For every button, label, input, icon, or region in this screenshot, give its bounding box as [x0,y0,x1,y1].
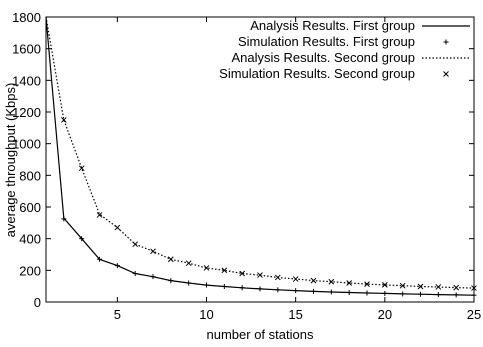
legend-label: Simulation Results. First group [238,34,415,49]
data-point-plus [79,236,85,242]
data-point-plus [61,216,67,222]
data-point-x [274,274,281,281]
data-point-plus [114,263,120,269]
legend-label: Simulation Results. Second group [219,66,415,81]
plot-area [45,16,475,303]
data-point-x [185,260,192,267]
y-axis-label: average throughput (Kbps) [3,83,18,238]
data-point-x [150,248,156,255]
data-point-x [435,284,442,290]
data-point-x [328,278,335,285]
data-point-x [132,241,139,248]
data-point-x [78,165,85,172]
y-tick-label: 1800 [12,10,41,25]
data-point-x [453,284,460,291]
y-tick-label: 800 [19,168,41,183]
data-point-plus [221,283,227,289]
x-axis-label: number of stations [207,327,314,342]
data-point-x [60,117,67,123]
data-point-x [203,265,210,271]
data-point-x [292,276,299,282]
data-point-x [346,280,353,286]
series-4 [60,117,477,291]
data-point-plus [150,274,156,280]
data-point-x [257,272,263,278]
axis-ticks: 0 200 400 600 800 1000 1200 1400 1600 1800 5 10 15 20… [12,10,481,322]
legend-entry: Simulation Results. First group [238,34,449,49]
data-point-x [417,283,424,290]
legend-marker-x [443,71,449,77]
data-point-x [114,224,121,231]
data-point-x [239,270,246,277]
data-point-x [221,267,228,274]
plot-frame [45,16,475,303]
x-tick-label: 10 [199,307,213,322]
series-layer [45,16,477,298]
y-tick-label: 200 [19,263,41,278]
data-point-x [399,282,406,289]
y-tick-label: 1400 [12,73,41,88]
x-tick-label: 25 [467,307,481,322]
legend-label: Analysis Results. First group [250,18,415,33]
data-point-x [471,285,477,291]
data-point-plus [275,287,281,293]
x-tick-label: 15 [288,307,302,322]
data-point-plus [346,290,352,295]
legend-marker-plus [443,39,449,45]
data-point-plus [311,288,316,294]
y-tick-label: 600 [19,200,41,215]
data-point-plus [186,280,192,286]
y-tick-label: 400 [19,232,41,247]
legend-entry: Analysis Results. First group [250,18,470,33]
data-point-x [310,277,317,284]
data-point-plus [132,271,138,276]
legend-entry: Simulation Results. Second group [219,66,449,81]
y-tick-label: 1200 [12,105,41,120]
y-tick-label: 1000 [12,137,41,152]
data-point-x [364,281,370,287]
data-point-plus [382,290,388,296]
y-tick-label: 0 [34,295,41,310]
x-tick-label: 5 [114,307,121,322]
data-point-plus [257,286,263,292]
y-tick-label: 1600 [12,42,41,57]
legend-label: Analysis Results. Second group [231,50,415,65]
data-point-plus [204,282,209,288]
data-point-plus [364,290,370,296]
series-2 [61,216,477,298]
data-point-plus [418,291,423,297]
data-point-plus [293,288,299,294]
data-point-plus [435,292,441,298]
data-point-plus [97,256,102,262]
data-point-plus [168,278,174,284]
data-point-plus [400,291,406,297]
data-point-plus [471,292,477,298]
data-point-x [381,282,388,288]
x-tick-label: 20 [378,307,392,322]
data-point-plus [239,285,245,291]
legend-entry: Analysis Results. Second group [231,50,470,65]
legend: Analysis Results. First groupSimulation … [219,18,470,81]
data-point-x [96,212,103,218]
data-point-plus [453,292,459,298]
data-point-plus [328,289,334,295]
data-point-x [167,256,174,263]
